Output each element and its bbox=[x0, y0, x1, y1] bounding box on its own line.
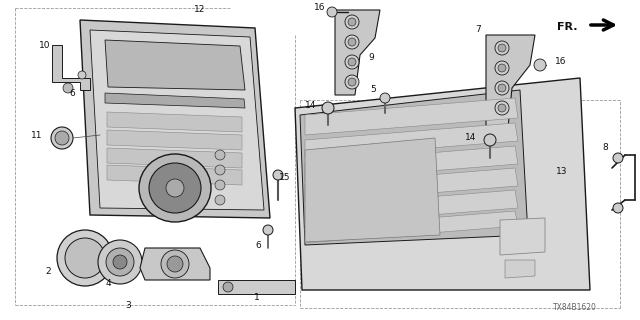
Circle shape bbox=[345, 15, 359, 29]
Polygon shape bbox=[505, 260, 535, 278]
Ellipse shape bbox=[139, 154, 211, 222]
Polygon shape bbox=[305, 123, 518, 158]
Text: 2: 2 bbox=[45, 268, 51, 276]
Polygon shape bbox=[218, 280, 295, 294]
Text: 5: 5 bbox=[370, 85, 376, 94]
Text: 10: 10 bbox=[39, 41, 51, 50]
Text: 16: 16 bbox=[555, 58, 566, 67]
Circle shape bbox=[161, 250, 189, 278]
Circle shape bbox=[495, 81, 509, 95]
Text: 3: 3 bbox=[125, 300, 131, 309]
Circle shape bbox=[498, 64, 506, 72]
Text: 1: 1 bbox=[254, 293, 260, 302]
Circle shape bbox=[263, 225, 273, 235]
Circle shape bbox=[348, 58, 356, 66]
Polygon shape bbox=[305, 98, 518, 135]
Circle shape bbox=[63, 83, 73, 93]
Circle shape bbox=[65, 238, 105, 278]
Text: 8: 8 bbox=[602, 143, 608, 153]
Circle shape bbox=[380, 93, 390, 103]
Text: 4: 4 bbox=[105, 279, 111, 289]
Circle shape bbox=[345, 55, 359, 69]
Circle shape bbox=[215, 165, 225, 175]
Text: TX84B1620: TX84B1620 bbox=[553, 303, 597, 313]
Circle shape bbox=[215, 180, 225, 190]
Polygon shape bbox=[80, 20, 270, 218]
Text: 16: 16 bbox=[314, 4, 325, 12]
Polygon shape bbox=[90, 30, 264, 210]
Polygon shape bbox=[105, 40, 245, 90]
Circle shape bbox=[613, 203, 623, 213]
Polygon shape bbox=[305, 211, 518, 243]
Polygon shape bbox=[500, 218, 545, 255]
Circle shape bbox=[345, 35, 359, 49]
Text: 14: 14 bbox=[465, 132, 476, 141]
Polygon shape bbox=[107, 148, 242, 168]
Circle shape bbox=[322, 102, 334, 114]
Polygon shape bbox=[305, 190, 518, 225]
Polygon shape bbox=[107, 165, 242, 185]
Text: 7: 7 bbox=[475, 26, 481, 35]
Circle shape bbox=[273, 170, 283, 180]
Circle shape bbox=[78, 71, 86, 79]
Text: 9: 9 bbox=[368, 53, 374, 62]
Text: FR.: FR. bbox=[557, 22, 578, 32]
Polygon shape bbox=[107, 130, 242, 150]
Circle shape bbox=[167, 256, 183, 272]
Text: 11: 11 bbox=[31, 131, 42, 140]
Circle shape bbox=[51, 127, 73, 149]
Circle shape bbox=[498, 84, 506, 92]
Text: 6: 6 bbox=[69, 89, 75, 98]
Circle shape bbox=[215, 195, 225, 205]
Polygon shape bbox=[305, 146, 518, 181]
Circle shape bbox=[495, 101, 509, 115]
Polygon shape bbox=[335, 10, 380, 95]
Polygon shape bbox=[52, 45, 90, 90]
Circle shape bbox=[327, 7, 337, 17]
Circle shape bbox=[223, 282, 233, 292]
Ellipse shape bbox=[166, 179, 184, 197]
Text: 15: 15 bbox=[278, 173, 290, 182]
Circle shape bbox=[98, 240, 142, 284]
Polygon shape bbox=[107, 112, 242, 132]
Circle shape bbox=[484, 134, 496, 146]
Polygon shape bbox=[305, 138, 440, 242]
Circle shape bbox=[345, 75, 359, 89]
Ellipse shape bbox=[149, 163, 201, 213]
Circle shape bbox=[348, 38, 356, 46]
Polygon shape bbox=[486, 35, 535, 128]
Circle shape bbox=[348, 18, 356, 26]
Circle shape bbox=[55, 131, 69, 145]
Polygon shape bbox=[300, 90, 528, 245]
Polygon shape bbox=[140, 248, 210, 280]
Circle shape bbox=[495, 61, 509, 75]
Polygon shape bbox=[105, 93, 245, 108]
Polygon shape bbox=[305, 168, 518, 203]
Circle shape bbox=[498, 104, 506, 112]
Circle shape bbox=[534, 59, 546, 71]
Circle shape bbox=[613, 153, 623, 163]
Text: 6: 6 bbox=[255, 241, 261, 250]
Polygon shape bbox=[295, 78, 590, 290]
Text: 14: 14 bbox=[305, 100, 316, 109]
Text: 13: 13 bbox=[556, 167, 568, 177]
Circle shape bbox=[495, 41, 509, 55]
Text: 12: 12 bbox=[195, 5, 205, 14]
Circle shape bbox=[348, 78, 356, 86]
Circle shape bbox=[498, 44, 506, 52]
Circle shape bbox=[113, 255, 127, 269]
Circle shape bbox=[57, 230, 113, 286]
Circle shape bbox=[215, 150, 225, 160]
Circle shape bbox=[106, 248, 134, 276]
